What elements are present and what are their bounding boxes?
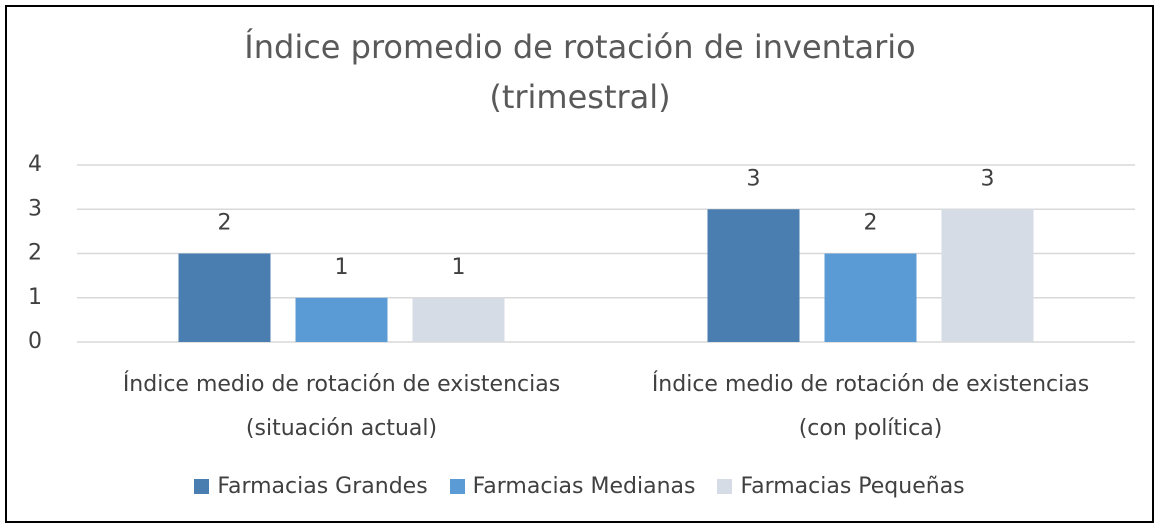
legend-swatch — [449, 479, 465, 494]
legend-swatch — [194, 479, 210, 494]
bar — [824, 253, 917, 342]
data-label: 1 — [335, 255, 349, 280]
bar — [412, 297, 505, 342]
x-tick-label: Índice medio de rotación de existencias … — [651, 372, 1090, 441]
y-tick-label: 1 — [28, 285, 42, 310]
chart-title: Índice promedio de rotación de inventari… — [244, 28, 916, 116]
legend-item: Farmacias Grandes — [194, 474, 428, 499]
x-tick-label: Índice medio de rotación de existencias … — [122, 372, 561, 441]
legend-swatch — [717, 479, 733, 494]
data-label: 1 — [452, 255, 466, 280]
legend-item: Farmacias Pequeñas — [717, 474, 965, 499]
data-label: 2 — [218, 211, 232, 236]
bar — [178, 253, 271, 342]
y-tick-label: 2 — [28, 241, 42, 266]
data-label: 3 — [981, 166, 995, 191]
bar — [941, 209, 1034, 342]
legend: Farmacias Grandes Farmacias Medianas Farma… — [0, 474, 1159, 499]
data-label: 2 — [864, 211, 878, 236]
legend-label: Farmacias Grandes — [217, 474, 428, 499]
legend-label: Farmacias Pequeñas — [740, 474, 965, 499]
bar — [707, 209, 800, 342]
y-tick-label: 4 — [28, 152, 42, 177]
data-label: 3 — [747, 166, 761, 191]
y-tick-label: 0 — [28, 329, 42, 354]
legend-label: Farmacias Medianas — [472, 474, 696, 499]
y-tick-label: 3 — [28, 196, 42, 221]
bar — [295, 297, 388, 342]
legend-item: Farmacias Medianas — [449, 474, 696, 499]
